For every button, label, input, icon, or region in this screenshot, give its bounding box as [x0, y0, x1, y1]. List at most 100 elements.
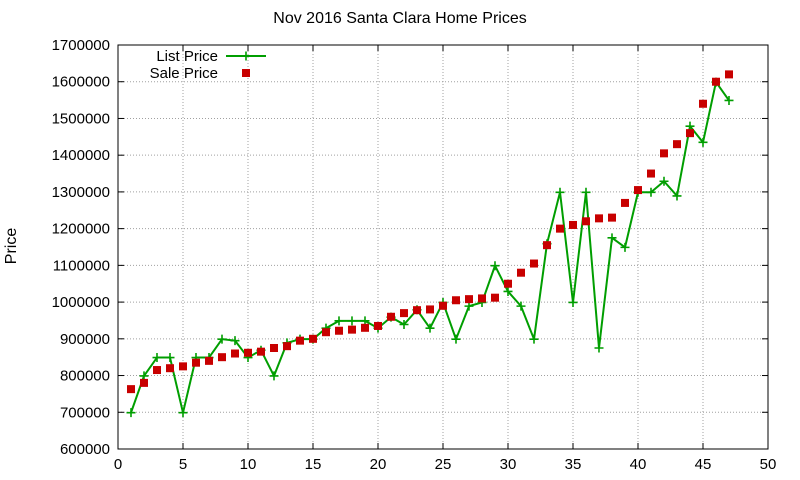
- data-point: [348, 325, 356, 334]
- data-point: [594, 343, 604, 353]
- data-point: [725, 70, 733, 79]
- data-point: [451, 334, 461, 344]
- data-point: [530, 259, 538, 268]
- legend-marker: [242, 69, 250, 77]
- data-point: [322, 328, 330, 337]
- data-point: [296, 336, 304, 345]
- x-tick-label: 20: [370, 456, 387, 473]
- data-point: [166, 364, 174, 373]
- data-point: [608, 213, 616, 222]
- x-tick-label: 50: [760, 456, 777, 473]
- grid-lines: [118, 45, 768, 449]
- data-point: [465, 295, 473, 304]
- y-tick-label: 1400000: [52, 147, 110, 164]
- data-point: [387, 312, 395, 321]
- data-point: [478, 294, 486, 303]
- data-point: [217, 334, 227, 344]
- x-tick-label: 10: [240, 456, 257, 473]
- data-point: [269, 371, 279, 381]
- chart-title: Nov 2016 Santa Clara Home Prices: [273, 10, 527, 27]
- data-point: [568, 297, 578, 307]
- data-point: [334, 316, 344, 326]
- data-point: [646, 187, 656, 197]
- data-point: [257, 347, 265, 356]
- data-point: [503, 286, 513, 296]
- data-point: [283, 342, 291, 351]
- data-point: [439, 301, 447, 310]
- data-point: [634, 186, 642, 195]
- data-point: [672, 191, 682, 201]
- data-point: [581, 187, 591, 197]
- data-point: [126, 408, 136, 418]
- y-tick-label: 1300000: [52, 184, 110, 201]
- data-point: [491, 293, 499, 302]
- data-point: [399, 319, 409, 329]
- y-tick-label: 600000: [60, 441, 110, 458]
- x-tick-label: 30: [500, 456, 517, 473]
- data-point: [699, 99, 707, 108]
- data-point: [244, 348, 252, 357]
- data-point: [335, 326, 343, 335]
- x-tick-label: 35: [565, 456, 582, 473]
- y-tick-label: 900000: [60, 331, 110, 348]
- data-point: [413, 306, 421, 315]
- data-point: [595, 214, 603, 223]
- data-point: [230, 336, 240, 346]
- data-point: [205, 356, 213, 365]
- data-point: [660, 149, 668, 158]
- y-tick-label: 700000: [60, 404, 110, 421]
- data-point: [504, 279, 512, 288]
- data-point: [347, 316, 357, 326]
- y-tick-label: 1200000: [52, 221, 110, 238]
- x-tick-label: 40: [630, 456, 647, 473]
- x-tick-label: 25: [435, 456, 452, 473]
- y-tick-label: 800000: [60, 368, 110, 385]
- data-point: [400, 309, 408, 318]
- data-point: [724, 95, 734, 105]
- data-point: [153, 366, 161, 375]
- data-point: [712, 77, 720, 86]
- data-point: [425, 323, 435, 333]
- plot-frame: [117, 44, 769, 450]
- y-tick-label: 1700000: [52, 37, 110, 54]
- data-point: [452, 296, 460, 305]
- data-point: [490, 261, 500, 271]
- data-point: [607, 233, 617, 243]
- data-point: [686, 129, 694, 138]
- x-tick-label: 5: [179, 456, 187, 473]
- data-point: [231, 349, 239, 358]
- series-sale-price: [127, 70, 733, 394]
- tick-labels: 0 5 10 15 20 25 30 35 40 45 50 600000 700000 800000 90…: [52, 37, 777, 473]
- legend-label: Sale Price: [150, 65, 218, 82]
- y-tick-label: 1500000: [52, 110, 110, 127]
- data-point: [426, 305, 434, 314]
- data-point: [517, 268, 525, 277]
- data-point: [555, 187, 565, 197]
- data-point: [621, 198, 629, 207]
- data-point: [218, 353, 226, 362]
- data-point: [529, 334, 539, 344]
- x-tick-label: 0: [114, 456, 122, 473]
- series-list-price: [126, 77, 734, 418]
- data-point: [270, 344, 278, 352]
- series-line: [130, 81, 730, 414]
- data-point: [569, 220, 577, 229]
- y-tick-label: 1100000: [53, 257, 110, 274]
- legend-marker: [241, 51, 251, 61]
- data-point: [374, 321, 382, 330]
- x-tick-label: 45: [695, 456, 712, 473]
- y-tick-label: 1600000: [52, 74, 110, 91]
- data-point: [165, 353, 175, 363]
- data-point: [178, 408, 188, 418]
- data-point: [152, 353, 162, 363]
- data-point: [698, 137, 708, 147]
- data-point: [673, 140, 681, 149]
- data-point: [582, 217, 590, 226]
- plot-series: [126, 70, 734, 418]
- data-point: [647, 169, 655, 178]
- data-point: [140, 378, 148, 387]
- data-point: [127, 385, 135, 394]
- data-point: [620, 242, 630, 252]
